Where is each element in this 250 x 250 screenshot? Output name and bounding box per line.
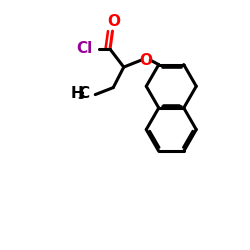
Text: O: O — [108, 14, 121, 29]
Text: Cl: Cl — [76, 40, 92, 56]
Text: O: O — [139, 52, 152, 68]
Text: H: H — [71, 86, 84, 100]
Text: 3: 3 — [78, 90, 85, 101]
Text: C: C — [79, 86, 90, 100]
